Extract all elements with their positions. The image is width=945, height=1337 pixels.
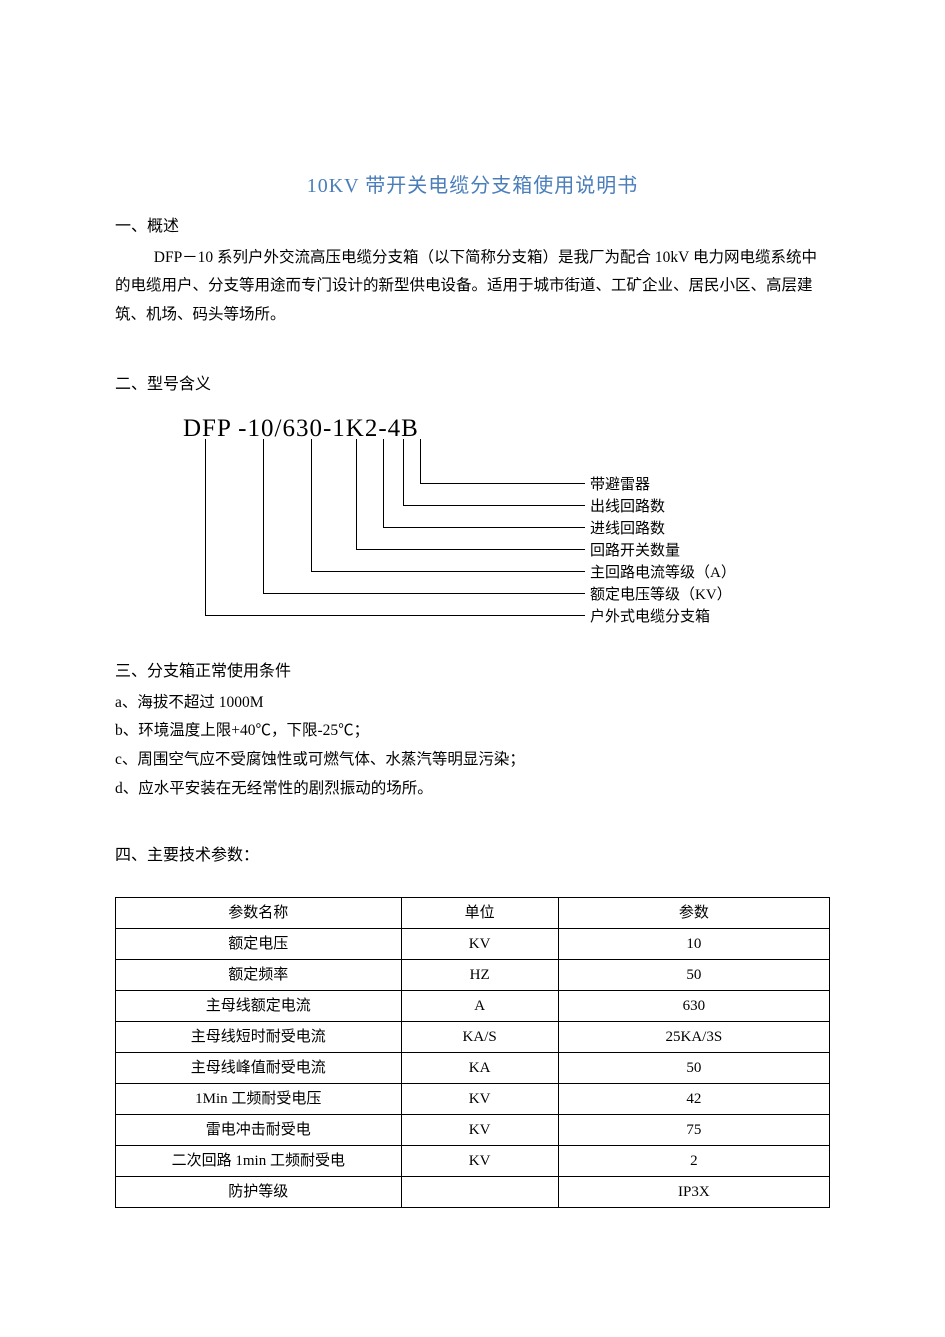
param-val: 10 <box>558 929 829 960</box>
param-val: 630 <box>558 991 829 1022</box>
document-title: 10KV 带开关电缆分支箱使用说明书 <box>115 170 830 202</box>
param-unit: KA/S <box>401 1022 558 1053</box>
param-val: 75 <box>558 1115 829 1146</box>
param-unit: KV <box>401 929 558 960</box>
condition-c: c、周围空气应不受腐蚀性或可燃气体、水蒸汽等明显污染； <box>115 746 830 775</box>
param-name: 主母线峰值耐受电流 <box>116 1053 402 1084</box>
parameters-table: 参数名称 单位 参数 额定电压 KV 10 额定频率 HZ 50 主母线额定电流… <box>115 897 830 1208</box>
table-row: 雷电冲击耐受电 KV 75 <box>116 1115 830 1146</box>
model-designation-diagram: DFP -10/630-1K2-4B 带避雷器 出线回路数 进线回路数 回路开关… <box>115 409 830 619</box>
model-label-voltage: 额定电压等级（KV） <box>590 583 732 607</box>
param-val: 2 <box>558 1146 829 1177</box>
model-label-current: 主回路电流等级（A） <box>590 561 736 585</box>
param-unit: A <box>401 991 558 1022</box>
param-name: 防护等级 <box>116 1177 402 1208</box>
section-4-header: 四、主要技术参数： <box>115 843 830 869</box>
param-val: 50 <box>558 960 829 991</box>
model-label-out-circuits: 出线回路数 <box>590 495 665 519</box>
overview-paragraph: DFP－10 系列户外交流高压电缆分支箱（以下简称分支箱）是我厂为配合 10kV… <box>115 244 830 330</box>
param-unit: KA <box>401 1053 558 1084</box>
param-unit <box>401 1177 558 1208</box>
table-row: 1Min 工频耐受电压 KV 42 <box>116 1084 830 1115</box>
param-name: 额定频率 <box>116 960 402 991</box>
table-header-unit: 单位 <box>401 898 558 929</box>
model-label-in-circuits: 进线回路数 <box>590 517 665 541</box>
param-unit: KV <box>401 1146 558 1177</box>
param-val: 50 <box>558 1053 829 1084</box>
table-header-name: 参数名称 <box>116 898 402 929</box>
param-unit: KV <box>401 1115 558 1146</box>
model-label-arrester: 带避雷器 <box>590 473 650 497</box>
condition-b: b、环境温度上限+40℃，下限-25℃； <box>115 717 830 746</box>
param-val: IP3X <box>558 1177 829 1208</box>
param-name: 主母线短时耐受电流 <box>116 1022 402 1053</box>
condition-a: a、海拔不超过 1000M <box>115 689 830 718</box>
table-row: 参数名称 单位 参数 <box>116 898 830 929</box>
table-row: 主母线峰值耐受电流 KA 50 <box>116 1053 830 1084</box>
param-name: 主母线额定电流 <box>116 991 402 1022</box>
table-row: 防护等级 IP3X <box>116 1177 830 1208</box>
model-label-enclosure: 户外式电缆分支箱 <box>590 605 710 629</box>
param-name: 二次回路 1min 工频耐受电 <box>116 1146 402 1177</box>
table-row: 额定频率 HZ 50 <box>116 960 830 991</box>
table-header-val: 参数 <box>558 898 829 929</box>
section-1-header: 一、概述 <box>115 214 830 240</box>
table-row: 主母线额定电流 A 630 <box>116 991 830 1022</box>
param-unit: HZ <box>401 960 558 991</box>
model-label-switch-count: 回路开关数量 <box>590 539 680 563</box>
section-3-header: 三、分支箱正常使用条件 <box>115 659 830 685</box>
table-row: 二次回路 1min 工频耐受电 KV 2 <box>116 1146 830 1177</box>
condition-d: d、应水平安装在无经常性的剧烈振动的场所。 <box>115 775 830 804</box>
param-name: 1Min 工频耐受电压 <box>116 1084 402 1115</box>
param-val: 42 <box>558 1084 829 1115</box>
table-row: 额定电压 KV 10 <box>116 929 830 960</box>
param-name: 额定电压 <box>116 929 402 960</box>
section-2-header: 二、型号含义 <box>115 372 830 398</box>
table-row: 主母线短时耐受电流 KA/S 25KA/3S <box>116 1022 830 1053</box>
param-val: 25KA/3S <box>558 1022 829 1053</box>
param-name: 雷电冲击耐受电 <box>116 1115 402 1146</box>
param-unit: KV <box>401 1084 558 1115</box>
